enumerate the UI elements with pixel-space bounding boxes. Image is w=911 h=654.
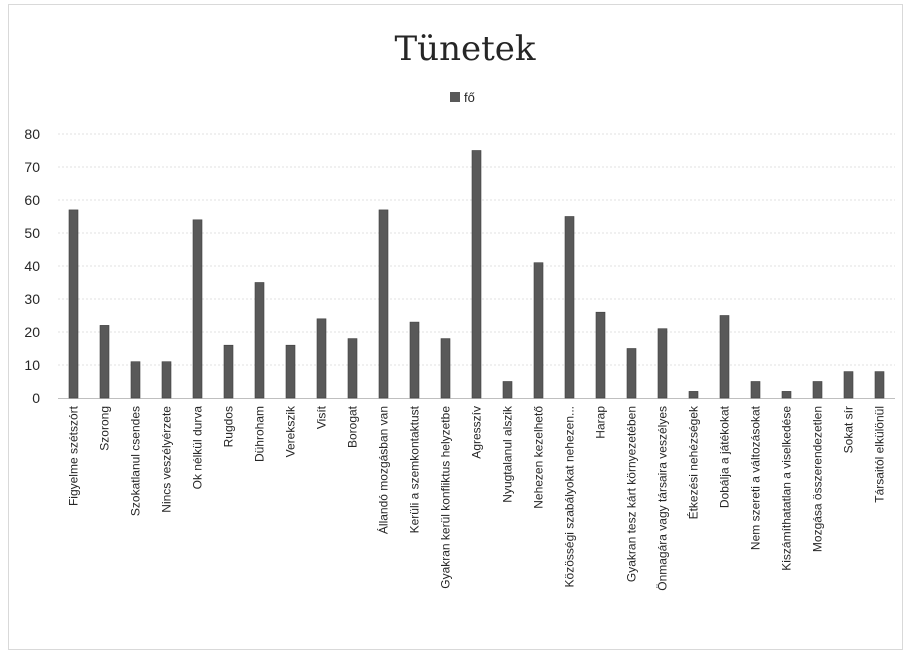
chart-frame (8, 4, 903, 650)
x-category-label: Szokatlanul csendes (129, 406, 143, 516)
y-tick-label: 80 (24, 126, 40, 142)
bar (874, 371, 885, 399)
x-category-label: Verekszik (284, 405, 298, 457)
bar (533, 262, 544, 399)
bar (254, 282, 265, 399)
legend-swatch (450, 92, 460, 102)
bar (719, 315, 730, 399)
bar (316, 318, 327, 399)
x-category-label: Nincs veszélyérzete (160, 406, 174, 513)
bar (471, 150, 482, 399)
x-category-label: Önmagára vagy társaira veszélyes (656, 406, 670, 591)
y-tick-label: 0 (32, 390, 40, 406)
bar (843, 371, 854, 399)
bar (347, 338, 358, 399)
x-category-label: Szorong (98, 406, 112, 451)
bar (285, 344, 296, 399)
bar (657, 328, 668, 399)
y-tick-label: 70 (24, 159, 40, 175)
x-category-label: Rugdos (222, 406, 236, 447)
x-category-label: Gyakran kerül konfliktus helyzetbe (439, 406, 453, 589)
bar (502, 381, 513, 399)
bar (192, 219, 203, 399)
legend-label: fő (464, 90, 475, 105)
x-category-label: Gyakran tesz kárt környezetében (625, 406, 639, 582)
bar (812, 381, 823, 399)
x-category-label: Ok nélkül durva (191, 406, 205, 490)
x-category-label: Mozgása összerendezetlen (811, 406, 825, 552)
x-category-label: Nem szereti a változásokat (749, 405, 763, 550)
bar (781, 391, 792, 399)
y-tick-label: 20 (24, 324, 40, 340)
y-tick-label: 10 (24, 357, 40, 373)
x-category-label: Visít (315, 405, 329, 429)
bar (161, 361, 172, 399)
bar (595, 311, 606, 399)
x-category-label: Sokat sír (842, 406, 856, 453)
x-category-label: Nyugtalanul alszik (501, 405, 515, 503)
x-category-label: Agresszív (470, 406, 484, 459)
bar (564, 216, 575, 399)
bar (409, 321, 420, 399)
bar (626, 348, 637, 399)
y-tick-label: 40 (24, 258, 40, 274)
bar (378, 209, 389, 399)
x-category-label: Állandó mozgásban van (376, 406, 391, 534)
x-category-label: Harap (594, 406, 608, 439)
y-tick-label: 30 (24, 291, 40, 307)
bar (68, 209, 79, 399)
x-category-label: Borogat (346, 405, 360, 448)
x-category-label: Dobálja a játékokat (718, 405, 732, 508)
x-category-label: Dühroham (253, 406, 267, 462)
x-category-label: Nehezen kezelhető (532, 406, 546, 509)
y-tick-label: 50 (24, 225, 40, 241)
x-category-label: Kiszámíthatatlan a viselkedése (780, 406, 794, 571)
x-category-label: Figyelme szétszórt (67, 405, 81, 506)
bar (99, 325, 110, 399)
bar (440, 338, 451, 399)
y-tick-label: 60 (24, 192, 40, 208)
chart-title: Tünetek (395, 29, 536, 69)
x-category-label: Közösségi szabályokat nehezen... (563, 406, 577, 587)
x-category-label: Társaitól elkülönül (873, 406, 887, 503)
bar (688, 391, 699, 399)
bar (223, 344, 234, 399)
x-category-label: Étkezési nehézségek (686, 405, 701, 519)
x-category-label: Kerüli a szemkontaktust (408, 405, 422, 533)
bar (130, 361, 141, 399)
bar (750, 381, 761, 399)
